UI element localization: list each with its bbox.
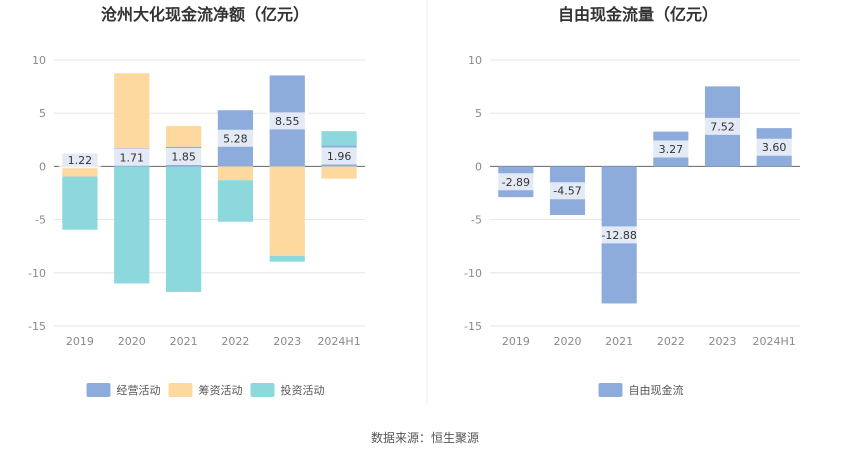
legend-label: 筹资活动 <box>199 383 243 397</box>
data-label-bg <box>701 117 744 135</box>
legend-swatch <box>250 383 275 397</box>
legend-swatch <box>86 383 111 397</box>
legend-item[interactable]: 筹资活动 <box>168 383 243 397</box>
data-label: -12.88 <box>598 226 641 244</box>
y-tick-label: 5 <box>39 107 46 120</box>
data-label: 1.85 <box>162 148 205 166</box>
data-label: 8.55 <box>266 112 309 130</box>
data-label-text: 1.85 <box>171 151 196 164</box>
bar-series-1 <box>114 73 150 149</box>
data-source: 数据来源：恒生聚源 <box>371 430 479 445</box>
bar-series-2 <box>321 131 357 146</box>
data-label-text: 3.27 <box>659 143 684 156</box>
data-label-text: 7.52 <box>710 120 735 133</box>
bar-series-2 <box>217 180 254 222</box>
legend-label: 经营活动 <box>117 383 161 397</box>
data-label-bg <box>546 182 589 200</box>
data-label-bg <box>110 148 153 166</box>
x-tick-label: 2022 <box>657 335 685 348</box>
bar-series-1 <box>321 166 357 179</box>
legend-swatch <box>168 383 193 397</box>
data-label-bg <box>494 173 537 191</box>
x-tick-label: 2019 <box>502 335 530 348</box>
data-label-bg <box>162 148 205 166</box>
data-label: -4.57 <box>546 182 589 200</box>
data-label-text: -4.57 <box>553 185 581 198</box>
y-tick-label: -15 <box>464 320 482 333</box>
data-label-text: -12.88 <box>601 229 636 242</box>
cashflow-net-chart: 沧州大化现金流净额（亿元） 10 5 0 -5 -10 -15 2019 2020 2021 202… <box>28 5 365 397</box>
x-tick-label: 2021 <box>605 335 633 348</box>
data-label-bg <box>266 112 309 130</box>
y-tick-label: 5 <box>475 107 482 120</box>
data-label-text: -2.89 <box>502 176 530 189</box>
y-tick-label: 0 <box>475 160 482 173</box>
x-tick-label: 2019 <box>66 335 94 348</box>
data-label-text: 3.60 <box>762 141 787 154</box>
x-tick-label: 2024H1 <box>317 335 360 348</box>
legend-item[interactable]: 经营活动 <box>86 383 161 397</box>
data-label-text: 1.71 <box>120 151 145 164</box>
bar-series-1 <box>217 166 254 181</box>
bar-series-1 <box>165 125 202 147</box>
x-tick-label: 2020 <box>118 335 146 348</box>
data-label-bg <box>598 226 641 244</box>
x-tick-label: 2024H1 <box>753 335 796 348</box>
data-label: 1.22 <box>58 151 101 169</box>
data-label: 5.28 <box>214 129 257 147</box>
x-tick-label: 2020 <box>554 335 582 348</box>
bar-series-1 <box>269 166 305 256</box>
data-label-bg <box>753 138 796 156</box>
data-label: -2.89 <box>494 173 537 191</box>
data-label-text: 5.28 <box>223 132 248 145</box>
data-label-text: 1.96 <box>327 150 352 163</box>
y-tick-label: 10 <box>468 54 482 67</box>
legend-item[interactable]: 投资活动 <box>250 383 325 397</box>
x-tick-label: 2023 <box>273 335 301 348</box>
y-tick-label: -10 <box>28 267 46 280</box>
y-tick-label: 10 <box>32 54 46 67</box>
data-label: 1.71 <box>110 148 153 166</box>
data-label-bg <box>318 147 361 165</box>
legend-swatch <box>598 383 623 397</box>
data-label: 3.27 <box>649 140 692 158</box>
bar-series-2 <box>269 255 305 262</box>
bar-series-2 <box>114 166 150 284</box>
y-tick-label: -5 <box>471 214 482 227</box>
data-label-text: 1.22 <box>68 154 93 167</box>
legend-label: 自由现金流 <box>629 383 684 397</box>
y-tick-label: -10 <box>464 267 482 280</box>
y-tick-label: -15 <box>28 320 46 333</box>
data-label-bg <box>58 151 101 169</box>
bar-series-1 <box>62 166 98 177</box>
data-label: 7.52 <box>701 117 744 135</box>
y-tick-label: -5 <box>35 214 46 227</box>
legend-label: 投资活动 <box>281 383 325 397</box>
free-cashflow-chart: 自由现金流量（亿元） 10 5 0 -5 -10 -15 2019 2020 2021 2022 20… <box>464 5 800 397</box>
data-label: 1.96 <box>318 147 361 165</box>
bar-series-2 <box>165 166 202 292</box>
chart-title: 沧州大化现金流净额（亿元） <box>101 5 309 24</box>
data-label-text: 8.55 <box>275 115 300 128</box>
x-tick-label: 2021 <box>170 335 198 348</box>
bar-series-2 <box>62 176 98 230</box>
data-label-bg <box>214 129 257 147</box>
x-tick-label: 2022 <box>221 335 249 348</box>
y-tick-label: 0 <box>39 160 46 173</box>
data-label: 3.60 <box>753 138 796 156</box>
legend-item[interactable]: 自由现金流 <box>598 383 684 397</box>
x-tick-label: 2023 <box>709 335 737 348</box>
chart-title: 自由现金流量（亿元） <box>558 5 718 24</box>
data-label-bg <box>649 140 692 158</box>
